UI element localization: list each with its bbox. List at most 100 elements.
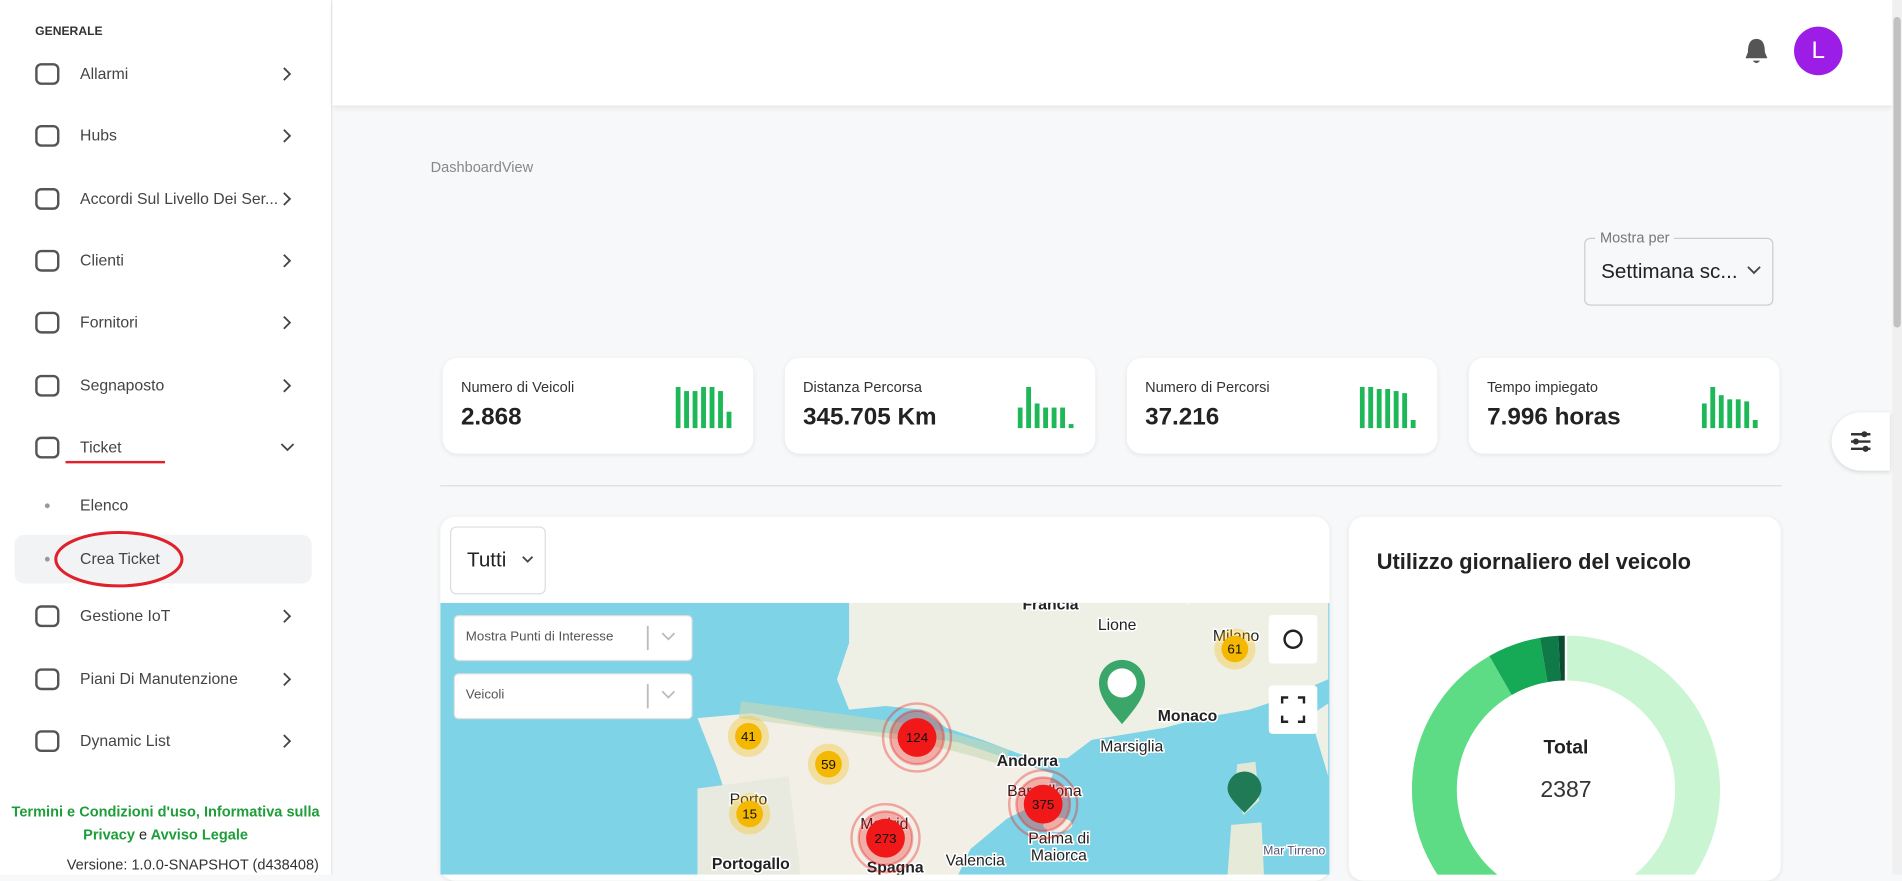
submenu-item[interactable]: Elenco <box>80 496 129 515</box>
cluster-ring <box>881 702 953 773</box>
donut <box>1411 635 1721 875</box>
fullscreen-button[interactable] <box>1268 685 1318 734</box>
period-value: Settimana sc... <box>1601 259 1738 283</box>
stat-label: Numero di Percorsi <box>1145 378 1270 396</box>
menu-label: Segnaposto <box>80 376 165 395</box>
chevron-line <box>283 315 292 330</box>
bell-icon[interactable] <box>1743 36 1770 65</box>
chevron <box>283 609 292 623</box>
spark-bar <box>1368 386 1374 429</box>
spark-bar <box>1402 393 1408 429</box>
icon-shape <box>35 668 60 691</box>
locate-icon <box>1283 629 1303 649</box>
stat-label: Distanza Percorsa <box>803 378 922 396</box>
spark-bar <box>1034 403 1040 429</box>
period-label: Mostra per <box>1595 229 1675 247</box>
scrollbar <box>1892 0 1902 875</box>
spark-bar <box>684 391 689 429</box>
section-title: GENERALE <box>35 25 103 39</box>
legal-link[interactable]: Avviso Legale <box>150 826 248 844</box>
cluster[interactable] <box>735 722 762 750</box>
menu-label: Fornitori <box>80 312 138 332</box>
spark-bar <box>1744 401 1750 429</box>
filter-tab[interactable] <box>1831 412 1890 471</box>
cluster-count: 273 <box>874 831 896 846</box>
spark-bar <box>1068 424 1074 429</box>
relief <box>738 701 1010 767</box>
cluster-ring <box>1008 769 1079 840</box>
chevron-line <box>283 254 292 268</box>
vehicle-select[interactable] <box>453 673 693 720</box>
spark-bar <box>675 386 681 429</box>
total-label: Total <box>1543 737 1589 759</box>
spark-bar <box>692 391 698 429</box>
icon-shape <box>35 436 60 459</box>
spark-bar <box>1376 389 1382 429</box>
submenu-item[interactable]: Crea Ticket <box>80 549 160 568</box>
chevron-down <box>522 556 534 563</box>
menu-icon <box>35 188 60 210</box>
cluster[interactable] <box>1221 635 1249 663</box>
poi-select[interactable] <box>453 614 693 662</box>
avatar[interactable]: L <box>1794 26 1843 76</box>
chevron <box>283 672 292 686</box>
menu-label: Clienti <box>80 251 124 270</box>
filter-icon <box>1851 431 1871 452</box>
parking-pin[interactable] <box>1227 771 1262 813</box>
header <box>332 0 1893 106</box>
stat-label: Tempo impiegato <box>1487 378 1598 396</box>
place-label: Portogallo <box>712 856 790 873</box>
menu-label: Ticket <box>80 437 122 457</box>
menu-label: Hubs <box>80 126 117 145</box>
chevron <box>283 315 292 330</box>
cluster[interactable] <box>897 718 937 757</box>
chevron <box>283 129 292 143</box>
menu-icon <box>35 730 60 753</box>
stat-value: 345.705 Km <box>803 403 937 431</box>
filter-value: Tutti <box>467 548 507 572</box>
chevron <box>283 734 292 748</box>
spark-bar <box>1051 407 1057 429</box>
cluster[interactable] <box>736 800 763 828</box>
locate-button[interactable] <box>1268 614 1318 664</box>
privacy-link[interactable]: Privacy <box>83 826 135 844</box>
place-label: Spagna <box>867 860 924 875</box>
annotation-ellipse <box>54 530 184 588</box>
cluster[interactable] <box>866 818 905 858</box>
spark-bar <box>1060 407 1066 429</box>
chevron-line <box>283 609 292 623</box>
chevron <box>1747 266 1761 275</box>
chevron-down <box>1747 266 1761 275</box>
place-label: Marsiglia <box>1100 738 1163 755</box>
cluster-count: 59 <box>821 757 836 772</box>
icon-shape <box>35 730 60 753</box>
annotation-underline <box>65 460 165 464</box>
cluster-ring <box>1015 776 1072 833</box>
menu-label: Allarmi <box>80 64 129 83</box>
chevron-line <box>283 67 292 81</box>
submenu-dot <box>44 503 50 509</box>
spark-bar <box>1410 419 1416 429</box>
place-label: Lione <box>1098 617 1137 634</box>
place-label: Palma di <box>1028 831 1089 848</box>
menu-icon <box>35 436 60 459</box>
icon-shape <box>35 311 60 334</box>
vehicle-label: Veicoli <box>465 687 505 703</box>
poi-label: Mostra Punti di Interesse <box>465 629 614 645</box>
spark-bar <box>1385 389 1391 429</box>
scroll-thumb <box>1893 16 1901 328</box>
spark-bar <box>1710 386 1716 429</box>
place-label: Valencia <box>946 852 1005 869</box>
cluster-ring <box>850 803 921 874</box>
usage-title: Utilizzo giornaliero del veicolo <box>1376 549 1691 574</box>
period-select[interactable] <box>1584 237 1774 306</box>
chevron-line <box>283 672 292 686</box>
cluster[interactable] <box>1023 784 1063 824</box>
select-arrows <box>646 625 676 709</box>
and-text: e <box>139 826 148 844</box>
place-label: Svizzera <box>1174 603 1235 605</box>
cluster-count: 41 <box>741 729 756 744</box>
terms-link[interactable]: Termini e Condizioni d'uso, Informativa … <box>11 803 320 820</box>
spark-bar <box>709 386 715 429</box>
cluster[interactable] <box>815 750 842 778</box>
